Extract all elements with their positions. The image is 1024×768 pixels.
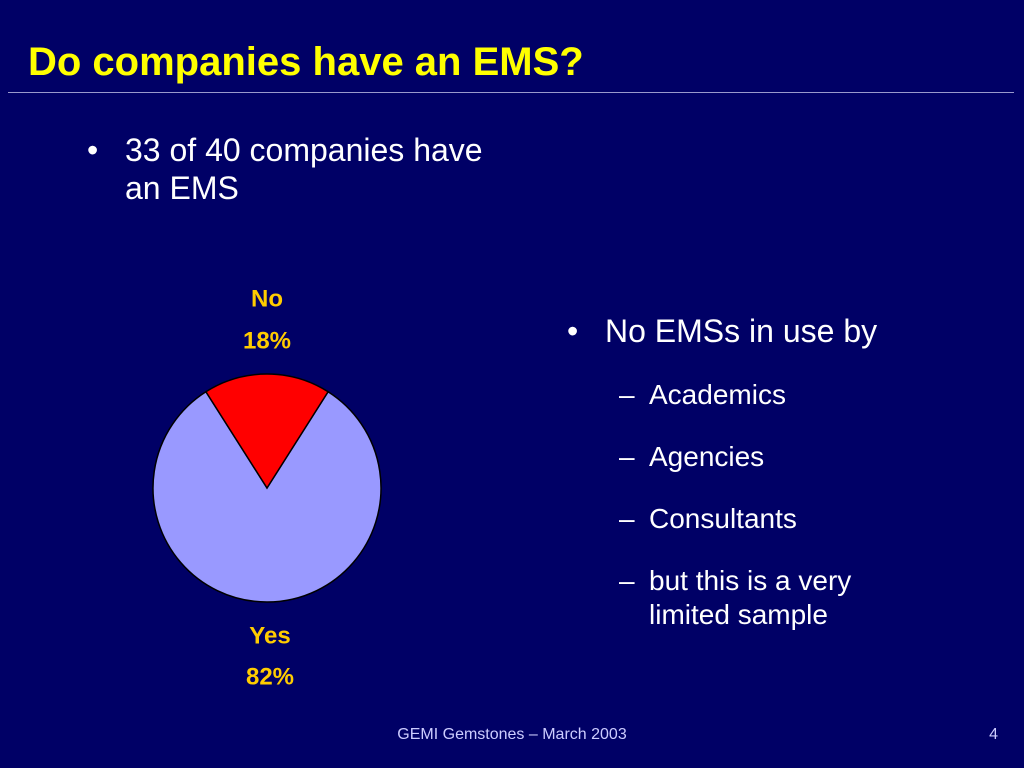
bullet: • 33 of 40 companies have an EMS [87,131,485,207]
title-rule [8,92,1014,93]
slice-label: No [251,285,283,312]
slice-value-label: 18% [243,327,291,354]
pie-slice [204,373,330,490]
bullet-text: No EMSs in use by [605,313,878,349]
sub-text: Agencies [649,441,765,472]
slice-value-label: 82% [246,663,294,690]
sub-item: – Agencies [619,441,765,472]
sub-item: – Academics [619,379,786,410]
bullet-dot: • [87,132,99,168]
bullet: • No EMSs in use by [567,312,1005,350]
page-number: 4 [989,726,998,743]
bullet-text: 33 of 40 companies have an EMS [125,132,483,206]
pie-slice [152,390,382,603]
sub-text: Academics [649,379,786,410]
sub-item: – Consultants [619,503,797,534]
bullet-dot: • [567,313,579,349]
slice-label: Yes [249,622,290,649]
sub-text: Consultants [649,503,797,534]
footer: GEMI Gemstones – March 2003 [397,726,627,743]
sub-text: but this is a very limited sample [649,565,852,630]
slide-title: Do companies have an EMS? [28,40,584,84]
sub-item: – but this is a very limited sample [619,565,852,630]
